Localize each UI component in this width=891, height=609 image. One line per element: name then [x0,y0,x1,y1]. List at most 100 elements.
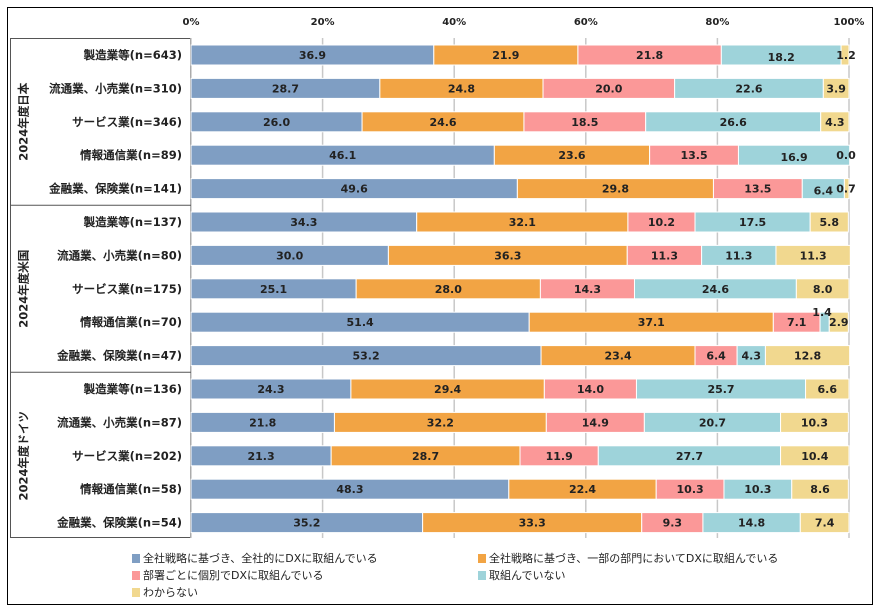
bar-segment [805,378,850,400]
value-label: 7.1 [787,316,807,329]
value-label: 8.0 [813,283,833,296]
value-label: 14.0 [577,383,604,396]
value-label: 0.7 [836,183,856,196]
value-label: 1.4 [812,306,832,319]
value-label: 29.4 [434,383,461,396]
category-label: 製造業等(n=137) [83,215,182,229]
value-label: 24.6 [429,116,456,129]
bar-segment [764,345,851,367]
bar-segment [809,211,849,233]
chart-frame [7,7,873,605]
group-label: 2024年度日本 [17,82,31,161]
value-label: 10.3 [677,483,704,496]
value-label: 4.3 [742,350,762,363]
value-label: 11.9 [546,450,573,463]
value-label: 3.9 [826,82,846,95]
value-label: 6.6 [818,383,838,396]
category-label: 金融業、保険業(n=47) [56,349,182,363]
value-label: 10.4 [801,450,828,463]
x-tick-label: 100% [834,17,865,28]
legend-item: 取組んでいない [478,567,565,583]
value-label: 6.4 [706,350,726,363]
legend-swatch [478,553,486,563]
value-label: 6.4 [814,185,834,198]
value-label: 13.5 [744,183,771,196]
bar-segment [795,278,850,300]
bar-segment [799,512,850,534]
value-label: 22.4 [569,483,596,496]
bar-segment [820,111,850,133]
bar-segment [780,445,850,467]
value-label: 29.8 [602,183,629,196]
value-label: 28.0 [435,283,462,296]
category-label: 情報通信業(n=89) [79,148,182,162]
category-label: 製造業等(n=136) [83,382,182,396]
legend-label: 部署ごとに個別でDXに取組んでいる [143,569,324,582]
value-label: 24.8 [448,82,475,95]
value-label: 24.3 [257,383,284,396]
x-tick-label: 20% [311,17,335,28]
legend-item: 全社戦略に基づき、一部の部門においてDXに取組んでいる [478,550,778,566]
value-label: 46.1 [329,149,356,162]
legend-item: 全社戦略に基づき、全社的にDXに取組んでいる [132,550,378,566]
value-label: 48.3 [336,483,363,496]
value-label: 23.4 [604,350,631,363]
legend-label: 取組んでいない [489,569,566,582]
value-label: 14.8 [738,517,765,530]
value-label: 33.3 [519,517,546,530]
value-label: 16.9 [780,151,807,164]
value-label: 37.1 [638,316,665,329]
bar-segment [775,244,851,266]
value-label: 1.2 [836,49,856,62]
value-label: 14.9 [582,416,609,429]
value-label: 18.5 [571,116,598,129]
value-label: 23.6 [558,149,585,162]
group-label: 2024年度ドイツ [17,411,31,501]
value-label: 51.4 [347,316,374,329]
value-label: 0.0 [836,149,856,162]
x-tick-label: 60% [574,17,598,28]
bar-segment [791,478,849,500]
bar-segment [840,44,850,66]
value-label: 25.1 [260,283,287,296]
value-label: 13.5 [680,149,707,162]
legend-label: 全社戦略に基づき、全社的にDXに取組んでいる [143,552,378,565]
legend-swatch [132,570,140,580]
bar-segment [828,311,849,333]
value-label: 22.6 [735,82,762,95]
value-label: 53.2 [352,350,379,363]
value-label: 17.5 [739,216,766,229]
legend-swatch [478,570,486,580]
legend-swatch [132,553,140,563]
category-label: 金融業、保険業(n=141) [48,182,182,196]
value-label: 49.6 [341,183,368,196]
value-label: 11.3 [800,249,827,262]
value-label: 35.2 [293,517,320,530]
value-label: 8.6 [810,483,830,496]
value-label: 4.3 [825,116,845,129]
value-label: 10.2 [648,216,675,229]
value-label: 18.2 [768,51,795,64]
value-label: 28.7 [272,82,299,95]
value-label: 2.9 [829,316,849,329]
value-label: 21.8 [249,416,276,429]
legend-item: わからない [132,584,198,600]
group-label: 2024年度米国 [17,250,31,328]
value-label: 26.6 [720,116,747,129]
legend-label: 全社戦略に基づき、一部の部門においてDXに取組んでいる [489,552,779,565]
bar-segment [843,178,850,200]
x-tick-label: 40% [442,17,466,28]
legend-item: 部署ごとに個別でDXに取組んでいる [132,567,323,583]
category-label: サービス業(n=175) [72,282,182,296]
value-label: 21.9 [492,49,519,62]
category-label: 情報通信業(n=70) [79,315,182,329]
value-label: 10.3 [801,416,828,429]
value-label: 26.0 [263,116,290,129]
value-label: 11.3 [725,249,752,262]
category-label: 流通業、小売業(n=87) [57,415,182,429]
value-label: 25.7 [707,383,734,396]
category-label: 金融業、保険業(n=54) [56,516,182,530]
value-label: 11.3 [651,249,678,262]
category-label: サービス業(n=202) [72,449,182,463]
